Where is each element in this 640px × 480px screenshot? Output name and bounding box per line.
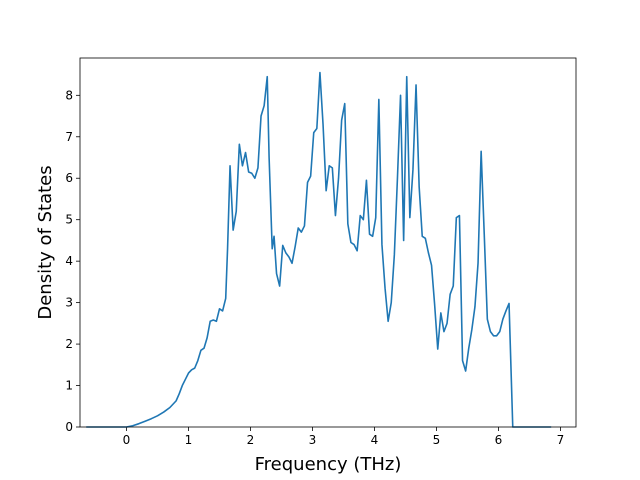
- y-tick-label: 8: [65, 88, 73, 102]
- y-tick-label: 0: [65, 420, 73, 434]
- dos-series-line: [86, 71, 552, 428]
- y-tick-label: 6: [65, 171, 73, 185]
- x-tick-label: 0: [123, 433, 131, 447]
- y-tick-label: 1: [65, 379, 73, 393]
- x-tick-label: 3: [309, 433, 317, 447]
- y-axis-label: Density of States: [35, 165, 56, 319]
- x-tick-label: 6: [495, 433, 503, 447]
- plot-frame: [79, 57, 577, 428]
- y-axis-ticks: 0 1 2 3 4 5 6 7 8: [65, 88, 80, 434]
- x-tick-label: 1: [185, 433, 193, 447]
- x-tick-label: 5: [433, 433, 441, 447]
- y-tick-label: 3: [65, 296, 73, 310]
- x-tick-label: 4: [371, 433, 379, 447]
- x-tick-label: 2: [247, 433, 255, 447]
- y-tick-label: 7: [65, 130, 73, 144]
- x-tick-label: 7: [557, 433, 565, 447]
- x-axis-label: Frequency (THz): [255, 454, 402, 475]
- y-tick-label: 2: [65, 337, 73, 351]
- y-tick-label: 5: [65, 213, 73, 227]
- y-tick-label: 4: [65, 254, 73, 268]
- x-axis-ticks: 0 1 2 3 4 5 6 7: [123, 427, 565, 447]
